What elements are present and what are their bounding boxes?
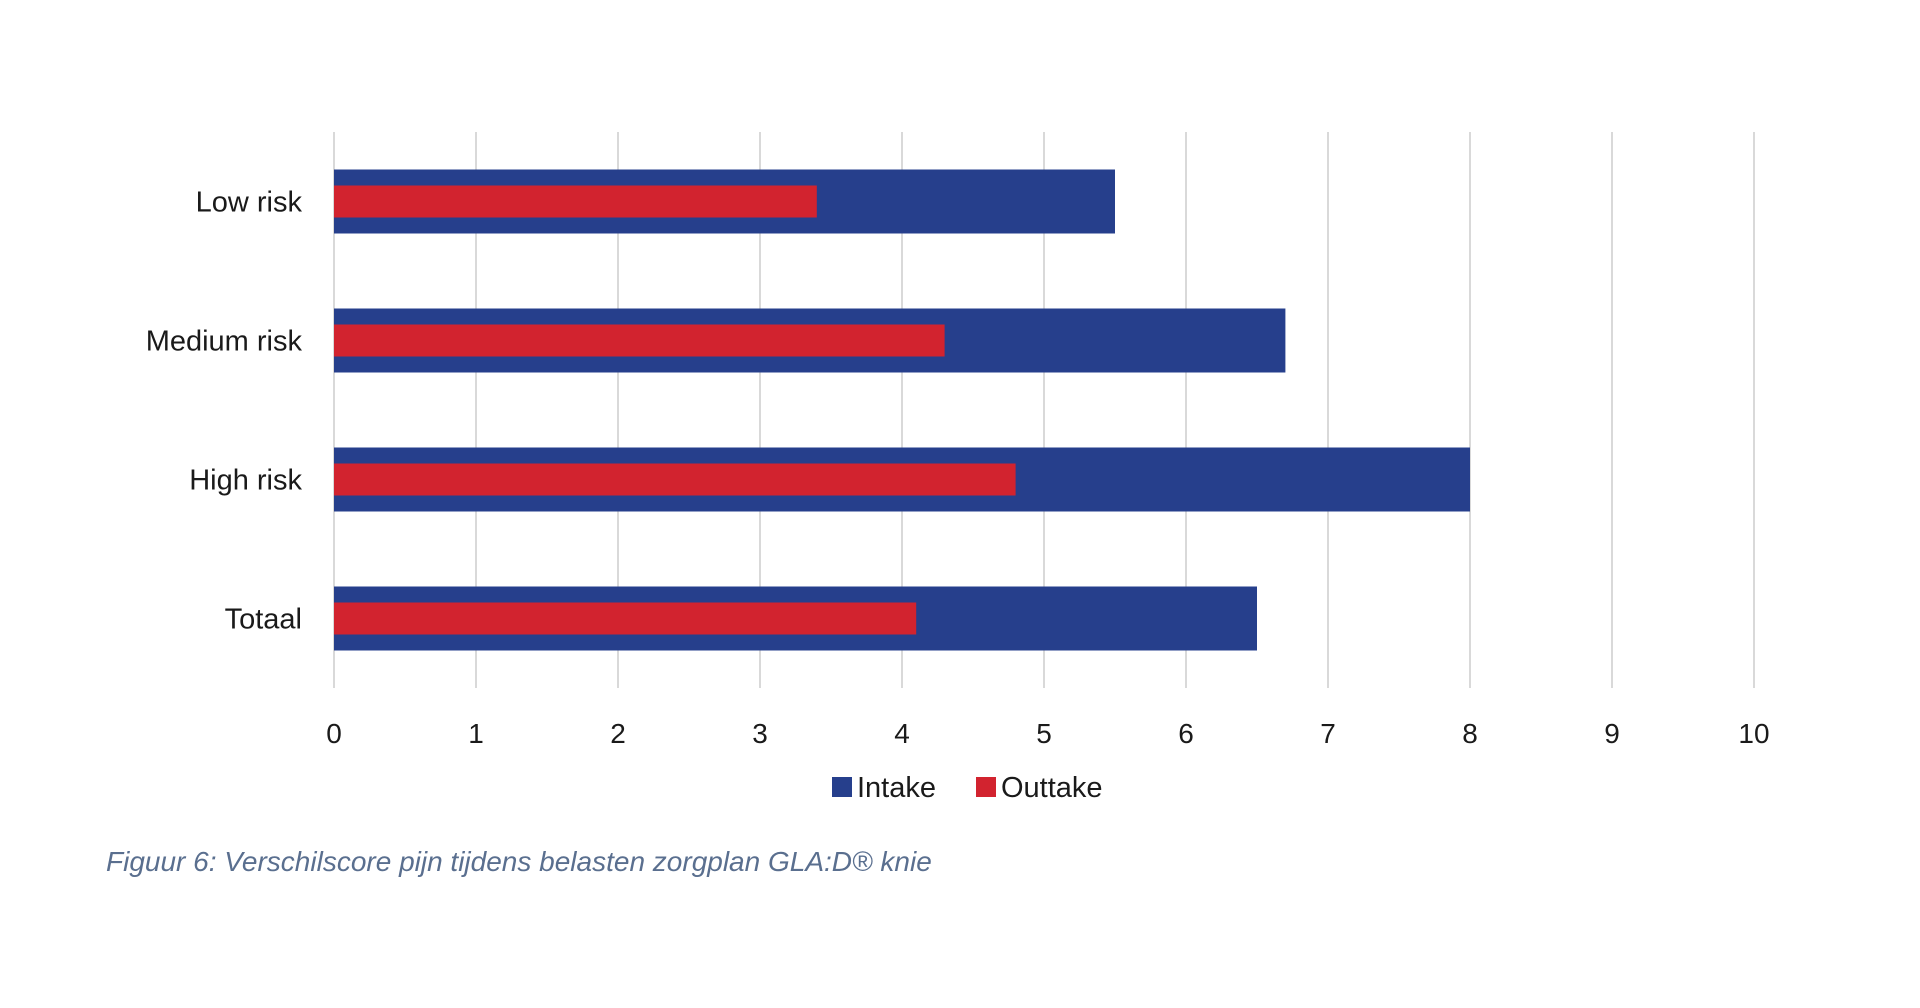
x-tick-label: 6	[1178, 718, 1194, 749]
x-tick-label: 0	[326, 718, 342, 749]
category-labels: Low risk Medium risk High risk Totaal	[146, 187, 303, 636]
x-tick-label: 7	[1320, 718, 1336, 749]
x-tick-label: 4	[894, 718, 910, 749]
legend-swatch-outtake	[976, 777, 996, 797]
legend-label-outtake: Outtake	[1001, 772, 1103, 804]
category-label: Totaal	[225, 604, 302, 636]
legend-label-intake: Intake	[857, 772, 936, 804]
bars	[334, 169, 1470, 651]
x-tick-label: 1	[468, 718, 484, 749]
category-label: High risk	[189, 465, 302, 497]
bar-outtake	[334, 602, 917, 635]
x-tick-label: 5	[1036, 718, 1052, 749]
category-label: Low risk	[196, 187, 303, 219]
bar-outtake	[334, 463, 1016, 496]
x-tick-label: 8	[1462, 718, 1478, 749]
figure-caption: Figuur 6: Verschilscore pijn tijdens bel…	[106, 846, 932, 877]
legend-swatch-intake	[832, 777, 852, 797]
x-tick-label: 2	[610, 718, 626, 749]
category-label: Medium risk	[146, 326, 303, 358]
bar-outtake	[334, 324, 945, 357]
x-tick-label: 10	[1738, 718, 1769, 749]
legend: Intake Outtake	[832, 772, 1103, 804]
x-tick-labels: 0 1 2 3 4 5 6 7 8 9 10	[326, 718, 1769, 749]
x-tick-label: 9	[1604, 718, 1620, 749]
x-tick-label: 3	[752, 718, 768, 749]
bar-outtake	[334, 185, 817, 218]
